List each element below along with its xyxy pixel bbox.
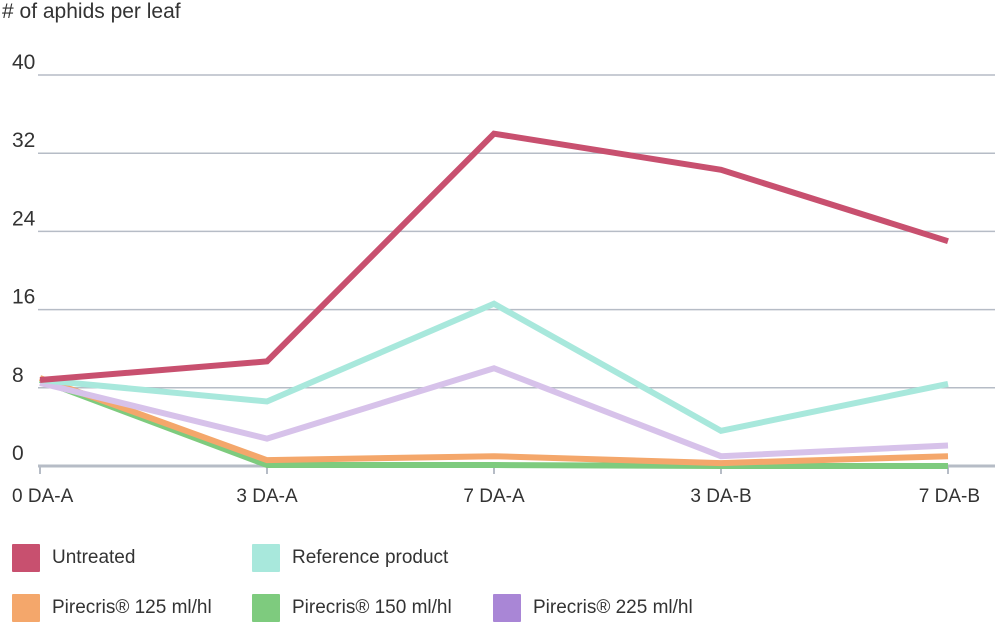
legend-label-pirecris-125: Pirecris® 125 ml/hl [52, 597, 212, 618]
series-line-4 [38, 377, 948, 469]
legend-label-reference-product: Reference product [292, 547, 449, 568]
legend-label-untreated: Untreated [52, 547, 136, 568]
series-line-1 [39, 300, 949, 434]
legend-label-pirecris-150: Pirecris® 150 ml/hl [292, 597, 452, 618]
y-tick-label-8: 8 [12, 364, 24, 387]
y-tick-label-24: 24 [12, 207, 36, 230]
legend-swatch-pirecris-125 [12, 594, 40, 622]
series-line-0 [39, 130, 949, 383]
legend-item-untreated: Untreated [12, 544, 135, 572]
x-tick-label-0: 0 DA-A [12, 486, 74, 507]
legend-swatch-untreated [12, 544, 40, 572]
x-tick-label-2: 7 DA-A [463, 486, 525, 507]
series-line-3 [38, 375, 949, 467]
line-chart: 0 8 16 24 32 40 0 DA-A 3 DA-A 7 DA-A 3 DA-B 7 DA-B [12, 51, 995, 507]
y-tick-label-16: 16 [12, 286, 35, 309]
legend-item-reference-product: Reference product [252, 544, 448, 572]
y-tick-label-40: 40 [12, 51, 35, 74]
x-tick-label-1: 3 DA-A [236, 486, 298, 507]
legend-item-pirecris-150: Pirecris® 150 ml/hl [252, 594, 452, 622]
legend-item-pirecris-225: Pirecris® 225 ml/hl [493, 594, 693, 622]
x-tick-label-4: 7 DA-B [919, 486, 980, 507]
y-tick-label-32: 32 [12, 129, 35, 152]
x-tick-label-3: 3 DA-B [690, 486, 751, 507]
y-tick-label-0: 0 [12, 442, 24, 465]
legend-swatch-pirecris-150 [252, 594, 280, 622]
legend-swatch-reference-product [252, 544, 280, 572]
legend-label-pirecris-225: Pirecris® 225 ml/hl [533, 597, 693, 618]
legend-item-pirecris-125: Pirecris® 125 ml/hl [12, 594, 212, 622]
legend-swatch-pirecris-225 [493, 594, 521, 622]
chart-legend: Untreated Reference product Pirecris® 12… [0, 540, 999, 626]
y-axis-label: # of aphids per leaf [2, 0, 181, 23]
series-line-2 [39, 365, 949, 460]
